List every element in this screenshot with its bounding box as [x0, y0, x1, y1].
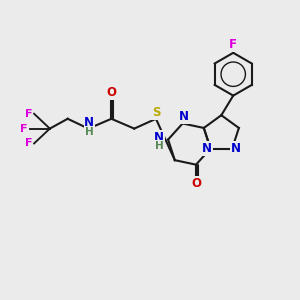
Text: H: H — [85, 127, 94, 136]
Text: N: N — [202, 142, 212, 155]
Text: H: H — [155, 141, 164, 151]
Text: N: N — [179, 110, 189, 123]
Text: F: F — [229, 38, 237, 51]
Text: F: F — [25, 109, 32, 119]
Text: N: N — [231, 142, 241, 155]
Text: N: N — [154, 131, 164, 144]
Text: O: O — [191, 177, 201, 190]
Text: F: F — [25, 139, 32, 148]
Text: O: O — [106, 86, 116, 99]
Text: S: S — [152, 106, 160, 119]
Text: F: F — [20, 124, 27, 134]
Text: N: N — [84, 116, 94, 129]
